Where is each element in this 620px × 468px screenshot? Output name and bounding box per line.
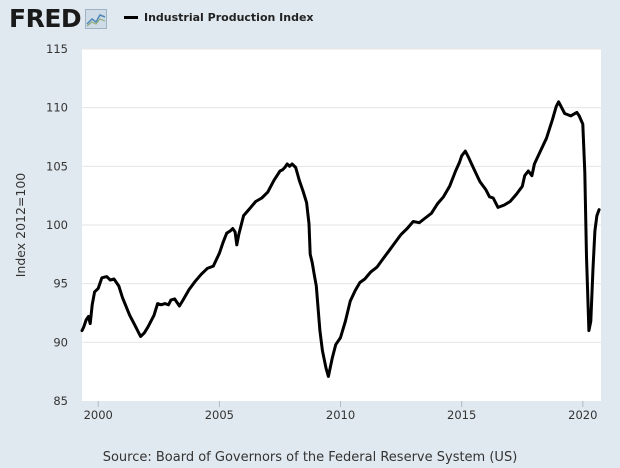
x-tick-label: 2005 xyxy=(205,408,234,422)
y-tick-label: 115 xyxy=(46,42,68,56)
y-tick-label: 95 xyxy=(53,277,68,291)
chart-legend: Industrial Production Index xyxy=(124,11,314,24)
y-axis-label: Index 2012=100 xyxy=(13,173,28,278)
legend-swatch xyxy=(124,16,138,19)
y-tick-label: 105 xyxy=(46,159,68,173)
series-line-industrial-production xyxy=(80,100,601,378)
y-tick-label: 110 xyxy=(46,101,68,115)
grid-lines xyxy=(82,48,601,343)
y-tick-label: 85 xyxy=(53,394,68,408)
x-tick-label: 2020 xyxy=(568,408,597,422)
x-tick-label: 2010 xyxy=(326,408,355,422)
y-tick-label: 100 xyxy=(46,218,68,232)
x-axis-ticks: 2000 2005 2010 2015 2020 xyxy=(84,401,597,422)
y-axis-ticks: 85 90 95 100 105 110 115 xyxy=(46,42,68,408)
source-note: Source: Board of Governors of the Federa… xyxy=(102,450,518,465)
fred-logo[interactable]: FRED xyxy=(9,4,108,33)
x-tick-label: 2015 xyxy=(447,408,476,422)
y-tick-label: 90 xyxy=(53,335,68,349)
chart-header: FRED Industrial Production Index xyxy=(0,0,620,40)
x-tick-label: 2000 xyxy=(84,408,113,422)
chart-graph-icon xyxy=(85,9,108,29)
fred-logo-text: FRED xyxy=(9,4,82,33)
legend-label: Industrial Production Index xyxy=(144,11,314,24)
